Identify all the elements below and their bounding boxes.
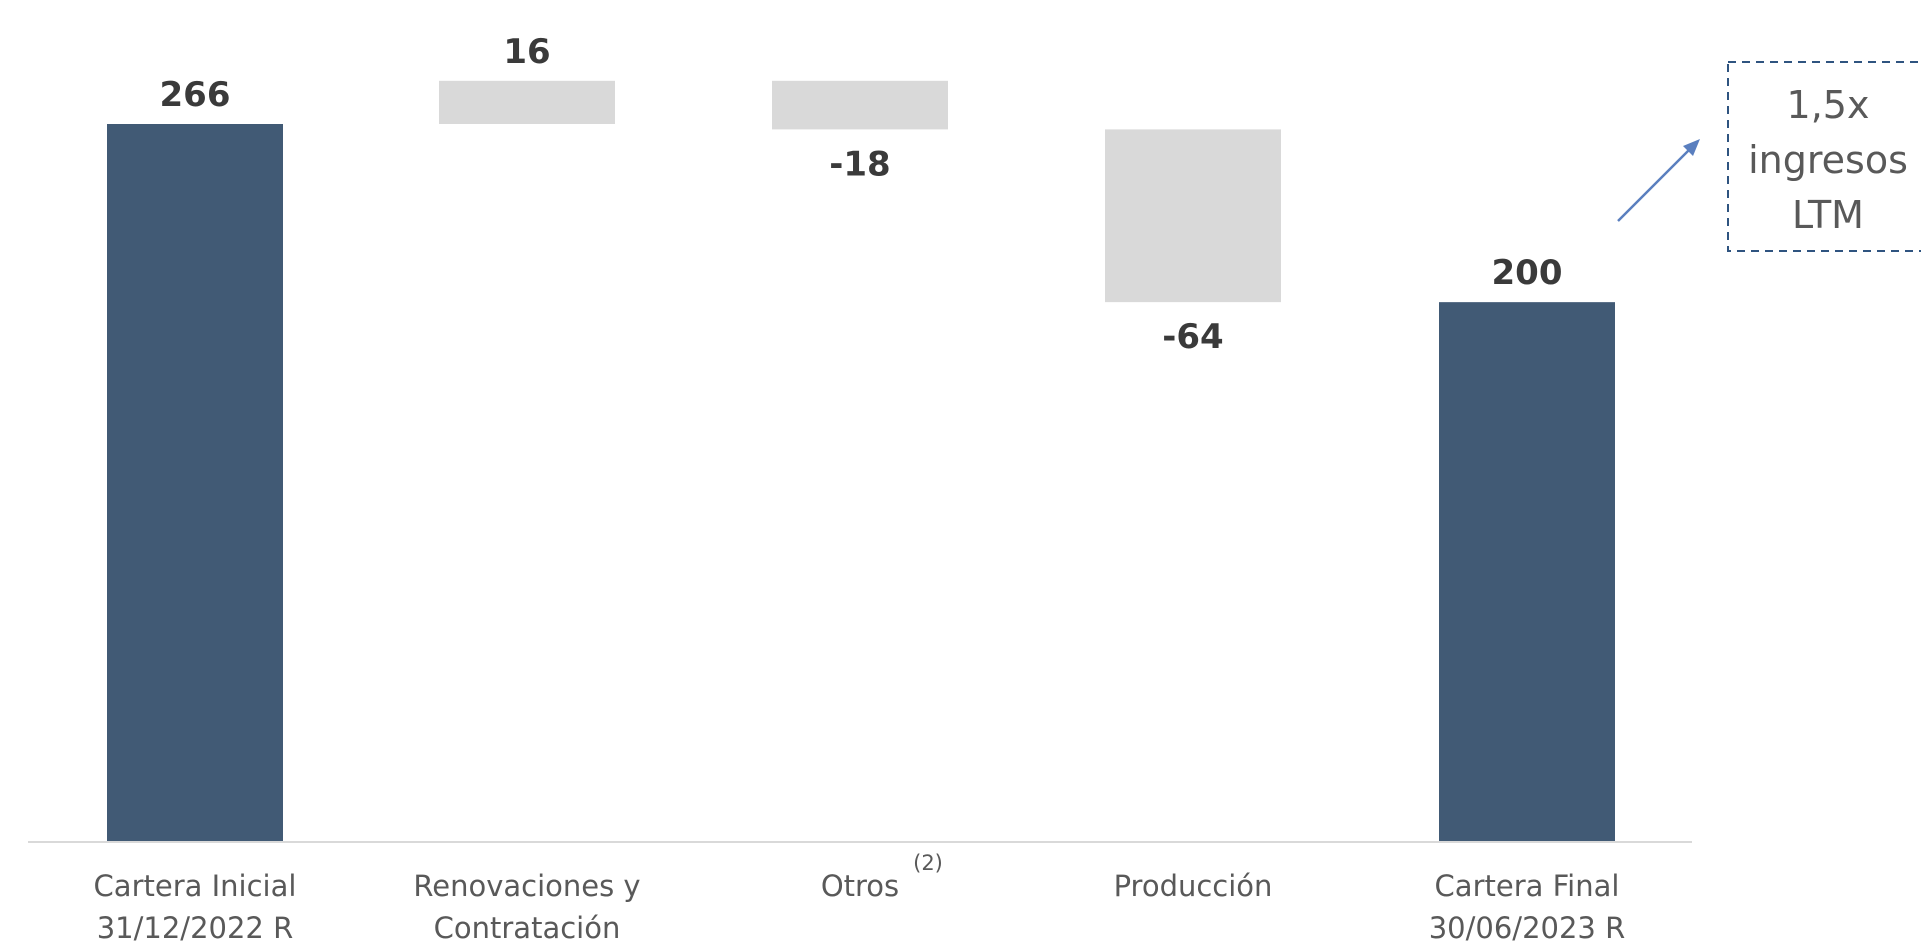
- annotation-line-2: ingresos: [1748, 138, 1908, 182]
- annotation-line-1: 1,5x: [1787, 83, 1870, 127]
- annotation-box: [1727, 61, 1921, 252]
- bars-group: [107, 80, 1615, 842]
- value-labels-group: 266 16 -18 -64 200: [160, 32, 1563, 357]
- bar-1: [107, 124, 283, 842]
- value-label-1: 266: [160, 75, 231, 115]
- category-labels-group: Cartera Inicial 31/12/2022 R Renovaciones …: [94, 851, 1626, 945]
- category-label-3-line-1: Otros: [821, 869, 899, 903]
- annotation-arrowhead: [1683, 139, 1700, 156]
- category-superscript-3: (2): [913, 851, 943, 875]
- value-label-3: -18: [829, 144, 890, 184]
- category-label-4-line-1: Producción: [1114, 869, 1273, 903]
- annotation-callout: 1,5x ingresos LTM: [1617, 61, 1921, 252]
- bar-5: [1439, 302, 1615, 842]
- value-label-4: -64: [1162, 317, 1223, 357]
- category-label-1-line-2: 31/12/2022 R: [97, 911, 294, 945]
- category-label-5-line-2: 30/06/2023 R: [1429, 911, 1626, 945]
- bar-2: [439, 80, 615, 124]
- annotation-arrow: [1617, 144, 1695, 222]
- bar-4: [1105, 129, 1281, 303]
- category-label-2-line-1: Renovaciones y: [413, 869, 640, 903]
- annotation-line-3: LTM: [1792, 193, 1864, 237]
- category-label-1-line-1: Cartera Inicial: [94, 869, 297, 903]
- value-label-2: 16: [503, 32, 550, 72]
- bar-3: [772, 80, 948, 130]
- category-label-5-line-1: Cartera Final: [1435, 869, 1620, 903]
- category-label-2-line-2: Contratación: [434, 911, 621, 945]
- value-label-5: 200: [1492, 253, 1563, 293]
